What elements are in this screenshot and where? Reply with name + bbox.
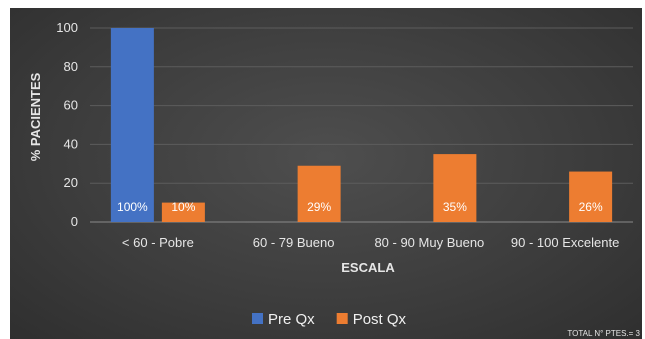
y-tick-label: 0 xyxy=(71,214,78,229)
bar-post-qx xyxy=(297,165,341,222)
x-tick-label: 80 - 90 Muy Bueno xyxy=(374,235,484,250)
y-tick-label: 80 xyxy=(64,59,78,74)
data-label: 29% xyxy=(307,200,331,214)
y-axis-title: % PACIENTES xyxy=(28,72,43,161)
data-label: 100% xyxy=(117,200,148,214)
legend-swatch xyxy=(252,313,263,324)
y-tick-label: 40 xyxy=(64,136,78,151)
bar-post-qx xyxy=(433,154,477,222)
x-axis-ticks: < 60 - Pobre 60 - 79 Bueno 80 - 90 Muy Bue… xyxy=(122,235,619,250)
bars xyxy=(110,28,613,222)
data-label: 26% xyxy=(579,200,603,214)
bar-pre-qx xyxy=(110,28,154,222)
bar-post-qx xyxy=(161,202,205,222)
total-footnote: TOTAL N° PTES.= 3 xyxy=(567,329,640,338)
x-tick-label: < 60 - Pobre xyxy=(122,235,194,250)
legend-swatch xyxy=(336,313,348,324)
legend-label: Post Qx xyxy=(353,311,407,328)
legend-label: Pre Qx xyxy=(268,311,315,328)
data-labels: 100% 10% 29% 35% 26% xyxy=(117,200,603,214)
bar-post-qx xyxy=(569,171,613,222)
y-axis-ticks: 0 20 40 60 80 100 xyxy=(56,20,78,229)
x-axis-title: ESCALA xyxy=(341,260,395,275)
y-tick-label: 60 xyxy=(64,98,78,113)
grid-lines xyxy=(90,27,633,223)
x-tick-label: 60 - 79 Bueno xyxy=(253,235,335,250)
legend: Pre Qx Post Qx xyxy=(252,311,407,328)
data-label: 35% xyxy=(443,200,467,214)
y-tick-label: 100 xyxy=(56,20,78,35)
x-tick-label: 90 - 100 Excelente xyxy=(511,235,619,250)
data-label: 10% xyxy=(171,200,195,214)
y-tick-label: 20 xyxy=(64,175,78,190)
